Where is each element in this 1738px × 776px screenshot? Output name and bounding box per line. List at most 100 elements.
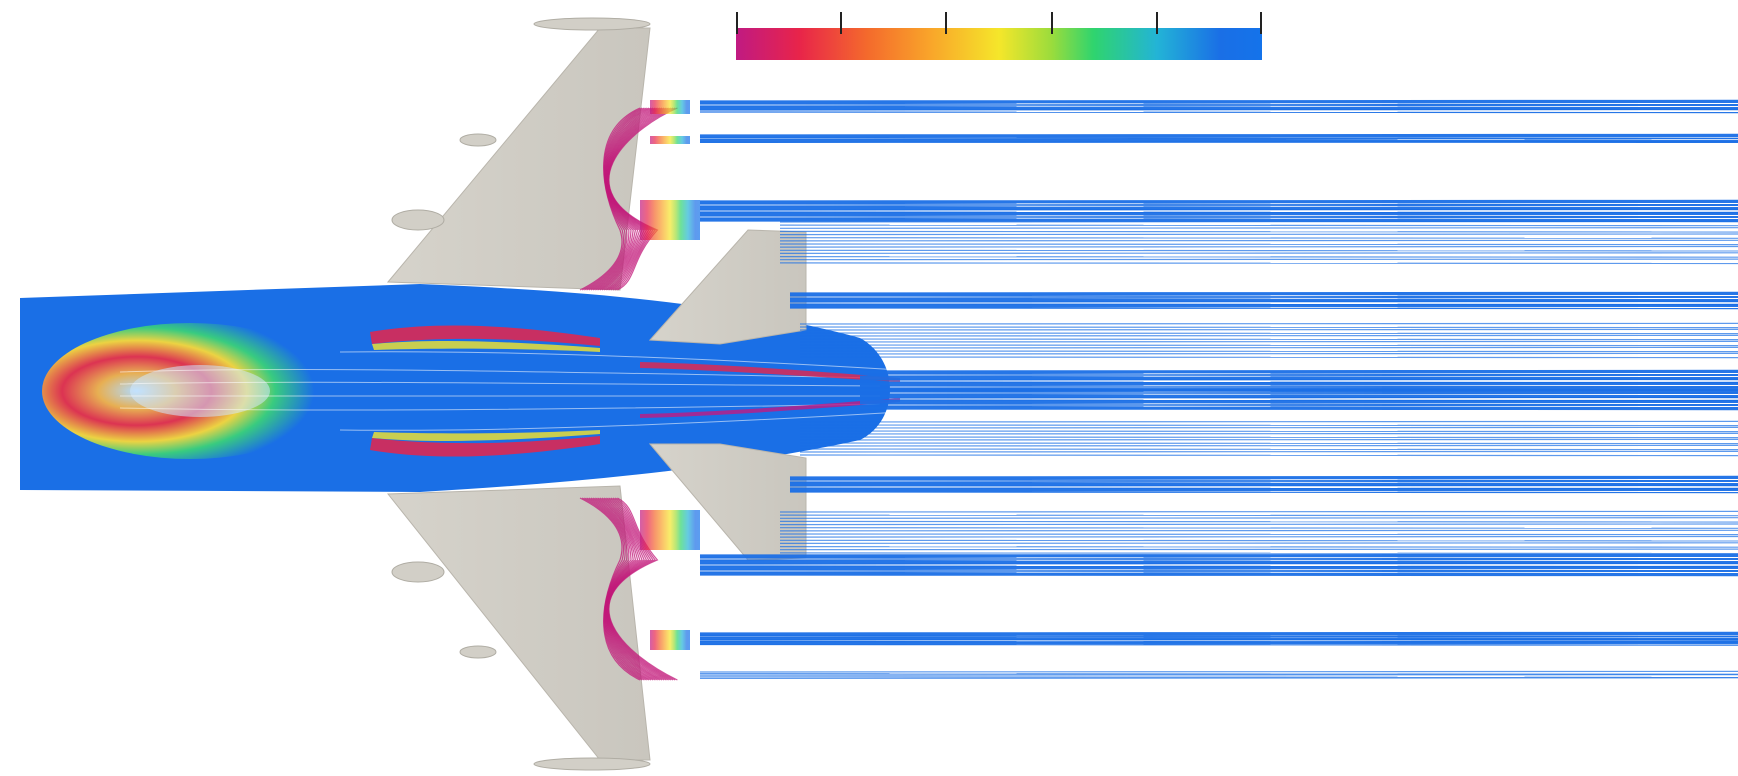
streamline — [799, 352, 1738, 355]
streamline — [699, 558, 1738, 561]
nose-inner-zone — [130, 365, 270, 417]
streamline — [789, 487, 1738, 492]
streamline — [779, 233, 1738, 236]
streamline — [799, 448, 1738, 451]
streamline — [859, 406, 1738, 411]
streamline — [699, 218, 1738, 223]
streamline — [699, 570, 1738, 573]
streamline — [779, 227, 1738, 229]
streamline — [789, 298, 1738, 303]
vortex-line-lower — [608, 497, 678, 681]
streamline — [799, 338, 1738, 341]
streamline — [699, 553, 1738, 558]
streamline — [699, 216, 1738, 219]
streamline — [699, 635, 1738, 638]
streamline — [779, 529, 1738, 532]
upper-tailplane — [648, 229, 807, 345]
streamline — [789, 307, 1738, 310]
upper-store-1 — [459, 133, 497, 147]
streamline — [859, 387, 1738, 392]
vortex-line-upper — [584, 107, 645, 291]
streamline — [799, 438, 1738, 441]
streamline — [699, 565, 1738, 570]
streamline — [799, 424, 1738, 427]
vortex-line-upper — [601, 107, 663, 291]
streamline — [699, 562, 1738, 565]
lower-strake-flow — [370, 436, 600, 457]
streamline — [799, 332, 1738, 335]
lower-main-wing — [386, 485, 651, 761]
streamline — [699, 208, 1738, 211]
transition-patch — [650, 100, 690, 114]
streamline — [779, 546, 1738, 548]
streamline — [799, 326, 1738, 329]
streamline — [859, 396, 1738, 399]
streamline — [789, 491, 1738, 494]
vortex-line-lower — [590, 497, 652, 681]
streamline — [799, 344, 1738, 347]
streamline — [859, 386, 1738, 389]
vortex-line-lower — [579, 497, 641, 681]
streamline — [789, 295, 1738, 298]
streamline — [699, 670, 1738, 673]
streamline — [779, 237, 1738, 239]
streamline — [779, 245, 1738, 248]
streamline — [799, 432, 1738, 435]
streamline — [779, 514, 1738, 517]
upper-strake-flow — [370, 325, 600, 346]
streamline — [859, 399, 1738, 404]
streamline — [699, 141, 1738, 143]
streamline — [699, 677, 1738, 679]
streamline — [859, 403, 1738, 406]
aircraft-geometry — [386, 17, 807, 771]
streamline — [779, 239, 1738, 242]
streamline — [699, 211, 1738, 216]
streamline — [699, 560, 1738, 565]
streamline — [779, 523, 1738, 526]
streamline — [799, 454, 1738, 457]
upper-main-wing — [386, 27, 651, 291]
streamline — [779, 517, 1738, 519]
upper-wingtip-pod — [533, 17, 651, 31]
streamline — [779, 243, 1738, 246]
streamline — [699, 204, 1738, 207]
lower-tailplane — [648, 443, 807, 561]
vortex-line-lower — [601, 497, 663, 681]
streamline — [799, 356, 1738, 359]
streamline — [799, 346, 1738, 349]
colorbar-ticks — [736, 12, 1262, 34]
vortex-line-upper — [579, 107, 641, 291]
vortex-line-lower — [603, 497, 665, 681]
streamline — [779, 552, 1738, 555]
streamline — [699, 557, 1738, 560]
vortex-line-upper — [581, 107, 643, 291]
streamline — [859, 369, 1738, 374]
streamline — [779, 258, 1738, 261]
streamline — [699, 104, 1738, 107]
streamline — [779, 256, 1738, 258]
streamline — [699, 572, 1738, 577]
lower-store-2 — [459, 645, 497, 659]
vortex-line-lower — [581, 497, 643, 681]
streamline — [779, 262, 1738, 265]
streamline — [859, 376, 1738, 381]
streamline — [779, 220, 1738, 223]
streamline — [699, 631, 1738, 636]
streamline — [779, 230, 1738, 233]
streamlines — [699, 99, 1738, 679]
streamline — [699, 674, 1738, 676]
streamline — [859, 394, 1738, 399]
streamline — [699, 138, 1738, 140]
streamline — [699, 673, 1738, 675]
streamline — [789, 303, 1738, 308]
streamline — [779, 252, 1738, 254]
streamline — [699, 638, 1738, 641]
streamline — [699, 133, 1738, 138]
streamline — [859, 391, 1738, 394]
streamline — [799, 328, 1738, 331]
streamline — [699, 643, 1738, 646]
streamline — [779, 533, 1738, 536]
streamline — [799, 426, 1738, 429]
streamline — [789, 480, 1738, 483]
streamline — [799, 442, 1738, 445]
